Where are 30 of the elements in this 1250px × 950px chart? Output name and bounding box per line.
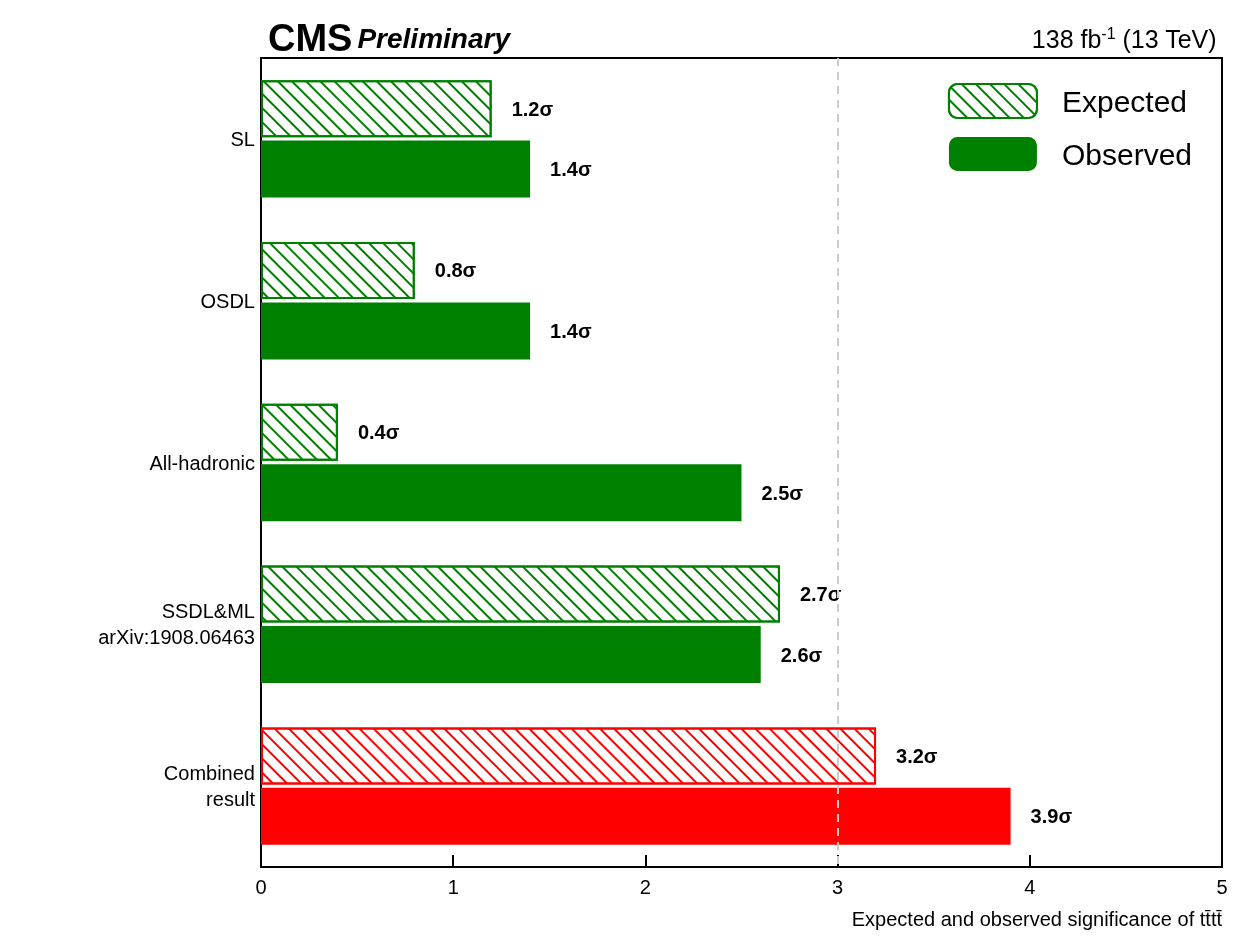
data-label: 1.4σ — [550, 158, 592, 181]
data-label: 0.4σ — [357, 421, 400, 444]
data-label: 1.4σ — [550, 319, 592, 342]
bar — [261, 302, 531, 360]
chart-subtitle: Preliminary — [357, 22, 512, 54]
y-tick-label: SSDL&ML arXiv:1908.06463 — [98, 600, 255, 649]
bar — [261, 140, 531, 198]
legend-label: Expected — [1061, 84, 1188, 118]
data-label: 2.6σ — [780, 643, 823, 666]
y-tick-label: SL — [230, 127, 255, 150]
chart-title: CMS — [268, 17, 353, 59]
x-axis-title: Expected and observed significance of tt̄tt̄ — [851, 908, 1223, 930]
data-label: 3.9σ — [1030, 805, 1073, 828]
bar — [261, 464, 742, 522]
x-tick-label: 1 — [447, 876, 459, 898]
y-tick-label: OSDL — [200, 289, 255, 312]
x-tick-label: 4 — [1024, 876, 1036, 898]
x-tick-label: 0 — [255, 876, 267, 898]
bar — [261, 626, 761, 684]
x-tick-label: 5 — [1216, 876, 1228, 898]
bar — [261, 787, 1011, 845]
data-label: 1.2σ — [511, 97, 554, 120]
data-label: 0.8σ — [434, 259, 477, 282]
data-label: 2.5σ — [761, 481, 804, 504]
x-tick-label: 2 — [639, 876, 651, 898]
data-label: 3.2σ — [896, 744, 938, 767]
legend-label: Observed — [1061, 137, 1193, 171]
y-tick-label: All-hadronic — [149, 451, 255, 474]
y-tick-label: Combined result — [163, 762, 256, 811]
x-tick-label: 3 — [832, 876, 844, 898]
